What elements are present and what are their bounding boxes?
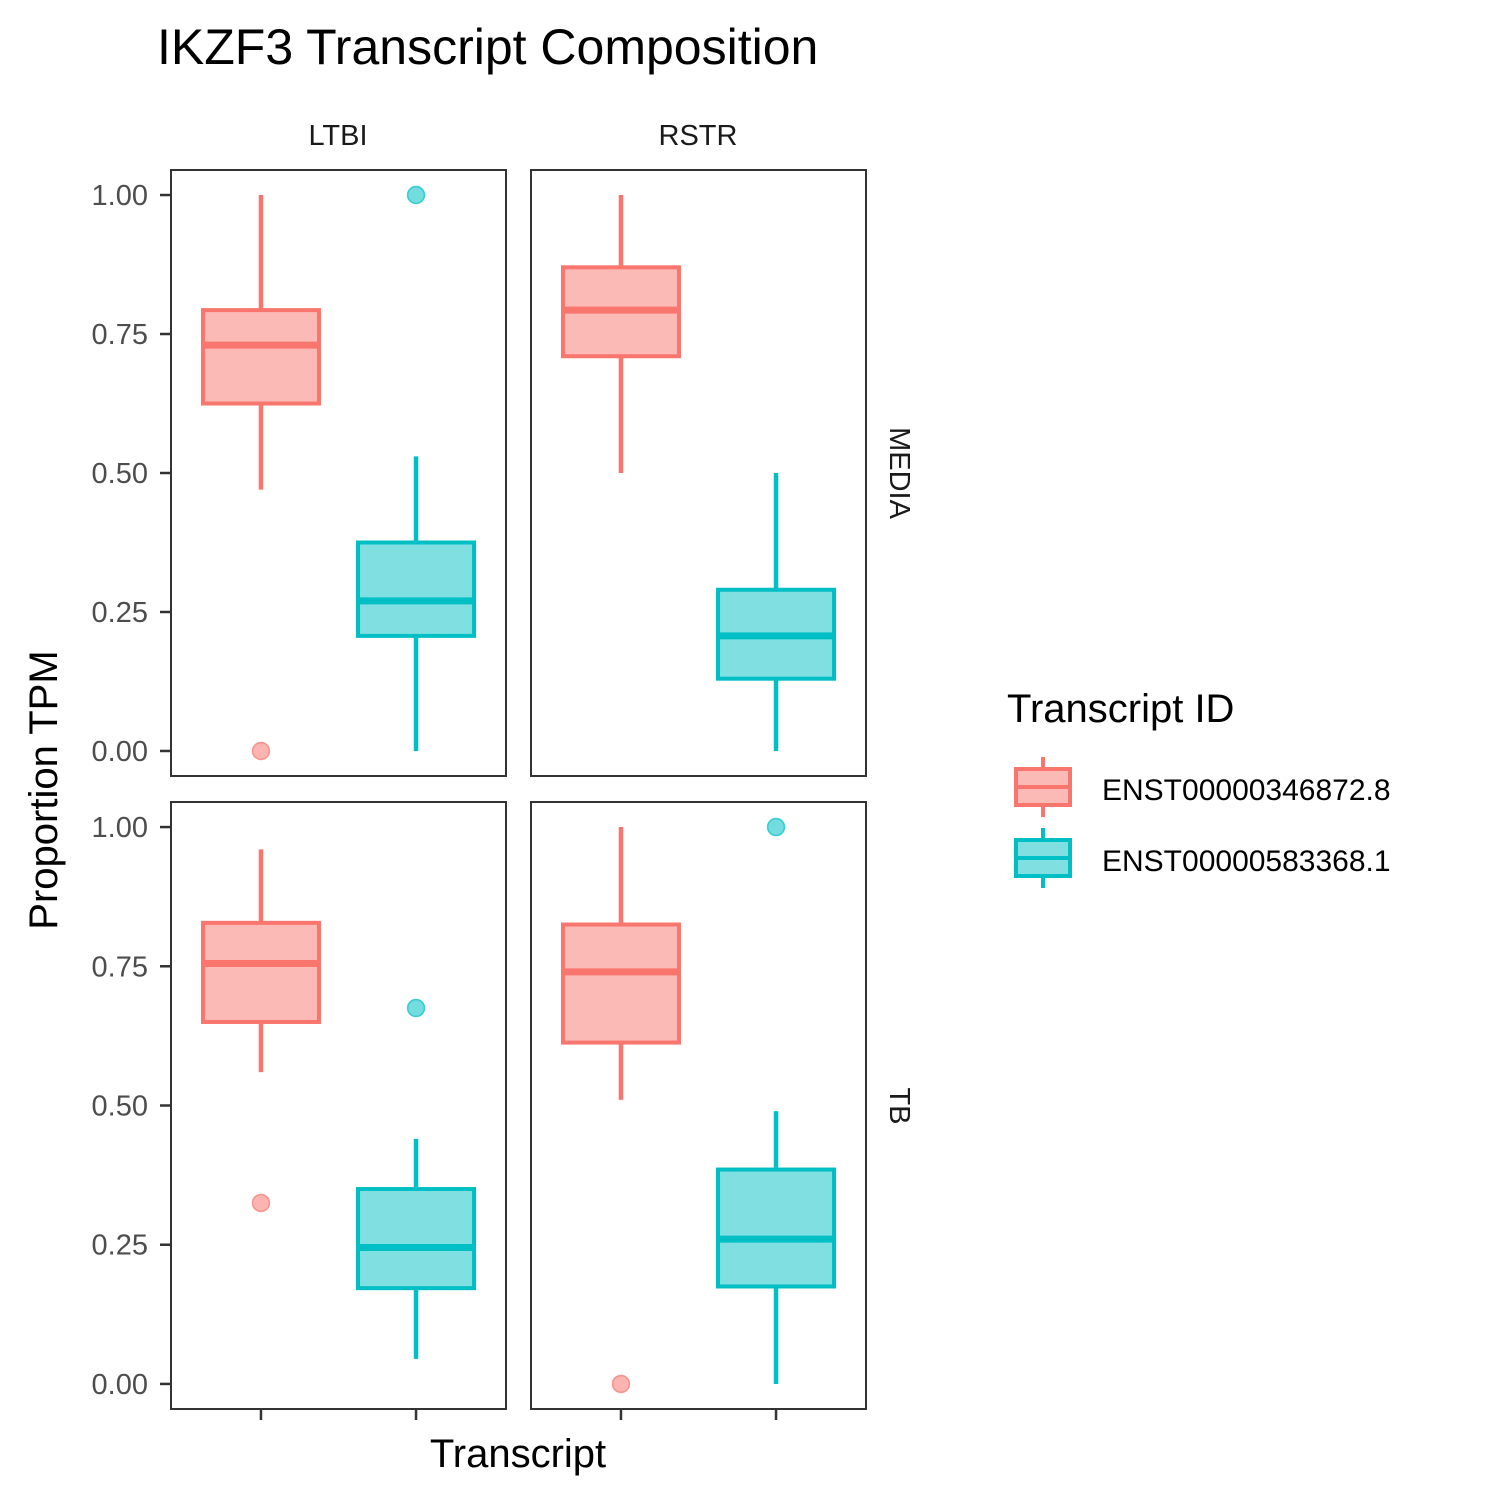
legend-title: Transcript ID	[1007, 687, 1234, 731]
panel-border	[530, 801, 867, 1410]
panel-rstr-tb	[530, 801, 867, 1410]
legend: Transcript ID ENST00000346872.8 ENST0000…	[1007, 687, 1391, 888]
y-tick-label-row2-1: 0.25	[92, 1230, 148, 1262]
chart-title: IKZF3 Transcript Composition	[157, 19, 818, 75]
panel-rstr-media	[530, 169, 867, 777]
x-axis-label: Transcript	[430, 1432, 606, 1476]
panel-ltbi-media	[170, 169, 507, 777]
box-2-iqr-box	[356, 1187, 477, 1291]
box-2-iqr-box	[716, 1167, 837, 1289]
legend-entry-1-label: ENST00000346872.8	[1102, 774, 1391, 807]
y-axis-label: Proportion TPM	[22, 650, 66, 929]
y-tick-label-row1-0: 0.00	[92, 736, 148, 768]
box-2-outlier-1	[766, 817, 786, 837]
box-1-iqr-box	[200, 920, 321, 1024]
y-tick-label-row1-3: 0.75	[92, 319, 148, 351]
panel-border	[530, 169, 867, 777]
facet-strip-ltbi: LTBI	[308, 120, 367, 152]
panels-layer	[170, 169, 867, 1410]
legend-entry-2-label: ENST00000583368.1	[1102, 845, 1391, 878]
y-tick-label-row1-2: 0.50	[92, 458, 148, 490]
box-1-iqr-box	[200, 308, 321, 406]
y-tick-label-row2-3: 0.75	[92, 951, 148, 983]
y-tick-label-row2-4: 1.00	[92, 812, 148, 844]
legend-keys	[1014, 757, 1072, 888]
box-1-outlier-1	[251, 1193, 271, 1213]
facet-strip-rstr: RSTR	[659, 120, 738, 152]
box-2-outlier-1	[406, 998, 426, 1018]
box-1-iqr-box	[560, 922, 681, 1045]
y-tick-label-row2-2: 0.50	[92, 1091, 148, 1123]
panel-ltbi-tb	[170, 801, 507, 1410]
box-1-outlier-1	[251, 741, 271, 761]
box-2-outlier-1	[406, 185, 426, 205]
facet-strip-media: MEDIA	[883, 427, 915, 520]
facet-strip-tb: TB	[883, 1087, 915, 1124]
box-2-iqr-box	[356, 540, 477, 638]
y-tick-label-row2-0: 0.00	[92, 1369, 148, 1401]
y-axis-layer: 0.00 0.25 0.50 0.75 1.00 0.00 0.25 0.50 0.75 1.00	[92, 180, 171, 1401]
box-1-outlier-1	[611, 1374, 631, 1394]
y-tick-label-row1-4: 1.00	[92, 180, 148, 212]
x-axis-layer	[259, 1409, 778, 1420]
y-tick-label-row1-1: 0.25	[92, 597, 148, 629]
